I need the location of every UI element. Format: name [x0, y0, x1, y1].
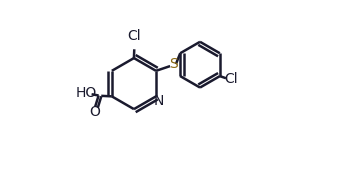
Text: O: O [89, 105, 100, 119]
Text: Cl: Cl [224, 72, 238, 86]
Text: S: S [169, 57, 177, 71]
Text: HO: HO [76, 86, 97, 100]
Text: Cl: Cl [128, 29, 141, 43]
Text: N: N [154, 94, 164, 108]
